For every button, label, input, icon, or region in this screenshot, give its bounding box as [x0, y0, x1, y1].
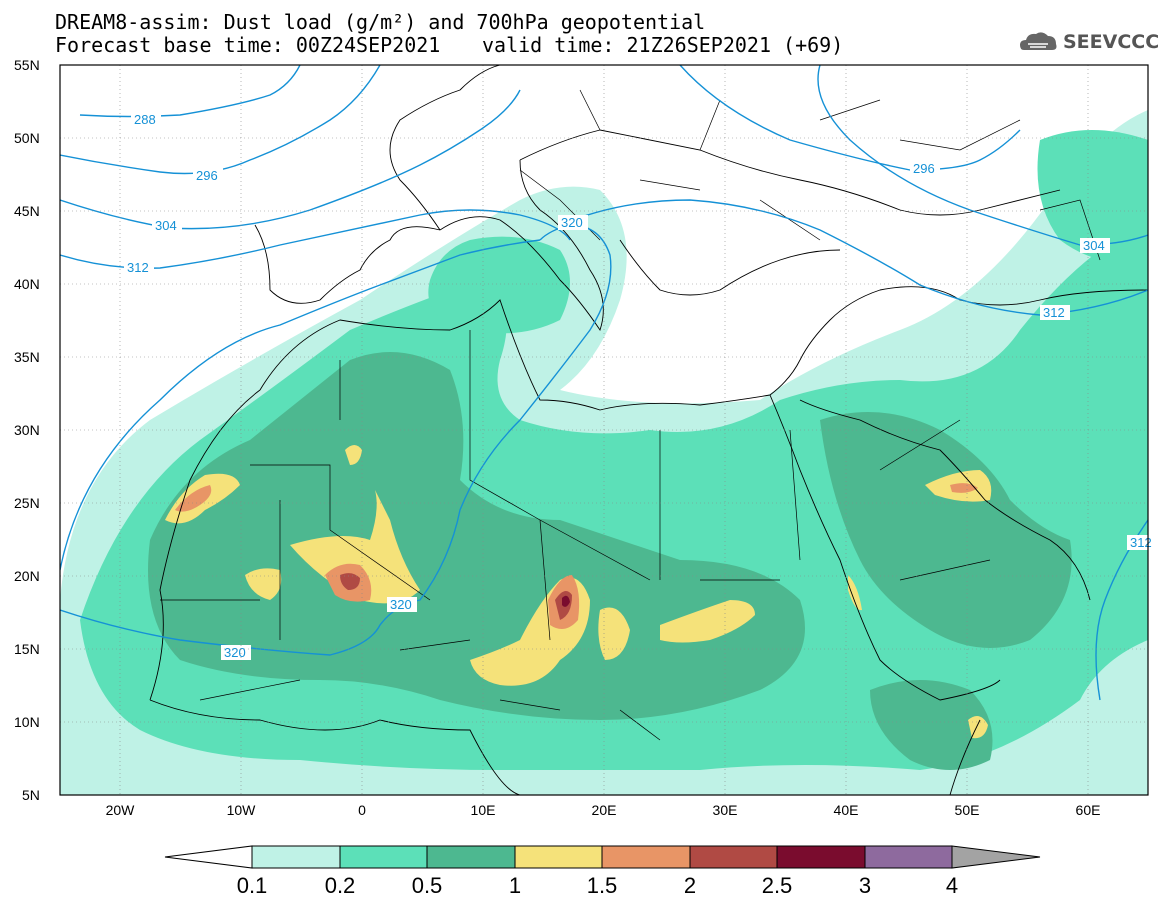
dust-region-1.5	[175, 485, 212, 512]
colorbar-swatch	[426, 845, 516, 869]
lat-label: 50N	[14, 130, 40, 146]
dust-region-2.5	[562, 595, 570, 607]
dust-field	[60, 110, 1148, 795]
colorbar-tick: 4	[946, 873, 958, 898]
logo-text: SEEVCCC	[1063, 31, 1160, 53]
colorbar	[164, 845, 1041, 869]
contour-label: 312	[1130, 535, 1152, 550]
lon-label: 20W	[106, 802, 136, 818]
lon-label: 40E	[834, 802, 859, 818]
colorbar-swatch	[339, 845, 428, 869]
colorbar-tick: 2.5	[762, 873, 793, 898]
lon-label: 10E	[471, 802, 496, 818]
contour-label: 296	[196, 168, 218, 183]
lon-label: 10W	[227, 802, 257, 818]
lon-label: 60E	[1076, 802, 1101, 818]
lat-label: 15N	[14, 641, 40, 657]
dust-region-0.5	[820, 412, 1072, 648]
contour-label: 320	[390, 597, 412, 612]
colorbar-tick: 2	[684, 873, 696, 898]
forecast-base-time: Forecast base time: 00Z24SEP2021	[55, 33, 441, 57]
lat-label: 55N	[14, 57, 40, 73]
colorbar-swatch	[514, 845, 603, 869]
dust-region-1	[660, 600, 755, 643]
dust-region-1.5	[950, 483, 978, 493]
lat-label: 20N	[14, 568, 40, 584]
map-frame	[59, 64, 1149, 796]
contour-label: 304	[1083, 238, 1105, 253]
contour-label: 312	[127, 260, 149, 275]
coastlines	[149, 65, 1148, 795]
lat-label: 5N	[22, 787, 40, 803]
contour-labels: 288 296 304 312 320 320 320 296 304 312 …	[124, 112, 1152, 660]
lat-label: 40N	[14, 276, 40, 292]
colorbar-tick: 0.2	[325, 873, 356, 898]
lat-label: 25N	[14, 495, 40, 511]
valid-time: valid time: 21Z26SEP2021 (+69)	[482, 33, 844, 57]
contour-label: 312	[1043, 305, 1065, 320]
graticule	[60, 65, 1148, 795]
contour-320b	[60, 239, 541, 571]
colorbar-high-arrow	[951, 845, 1041, 869]
dust-region-2	[340, 573, 360, 590]
contour-right-296	[679, 65, 1021, 171]
colorbar-tick: 1.5	[587, 873, 618, 898]
colorbar-swatch	[251, 845, 341, 869]
contour-288	[79, 65, 301, 118]
colorbar-tick: 0.5	[412, 873, 443, 898]
contour-296	[60, 65, 381, 175]
dust-region-0.2	[1037, 130, 1148, 263]
longitude-labels: 20W 10W 0 10E 20E 30E 40E 50E 60E	[106, 802, 1101, 818]
lon-label: 50E	[955, 802, 980, 818]
contour-label: 304	[155, 218, 177, 233]
map-title: DREAM8-assim: Dust load (g/m²) and 700hP…	[55, 10, 706, 34]
dust-region-0.5	[870, 680, 993, 770]
contour-label: 296	[913, 161, 935, 176]
lat-label: 45N	[14, 203, 40, 219]
colorbar-swatch	[776, 845, 866, 869]
contour-label: 320	[224, 645, 246, 660]
lon-label: 30E	[713, 802, 738, 818]
dust-region-0.5	[148, 352, 805, 720]
cloud-icon	[1020, 32, 1057, 50]
lat-label: 10N	[14, 714, 40, 730]
colorbar-tick: 0.1	[237, 873, 268, 898]
dust-region-1	[968, 716, 988, 739]
dust-region-1	[848, 575, 862, 611]
dust-region-0.2	[428, 236, 570, 334]
colorbar-swatch	[689, 845, 778, 869]
colorbar-swatch	[601, 845, 691, 869]
colorbar-tick: 1	[509, 873, 521, 898]
dust-region-1	[598, 607, 630, 660]
colorbar-swatch	[864, 845, 953, 869]
contour-label: 288	[134, 112, 156, 127]
lat-label: 35N	[14, 349, 40, 365]
country-borders	[160, 89, 1101, 741]
dust-region-1	[345, 445, 362, 465]
contour-label: 320	[561, 215, 583, 230]
dust-region-1	[290, 490, 420, 604]
lon-label: 0	[358, 802, 366, 818]
lon-label: 20E	[592, 802, 617, 818]
colorbar-tick: 3	[859, 873, 871, 898]
colorbar-labels: 0.1 0.2 0.5 1 1.5 2 2.5 3 4	[237, 873, 958, 898]
colorbar-low-arrow	[164, 845, 253, 869]
latitude-labels: 55N 50N 45N 40N 35N 30N 25N 20N 15N 10N …	[14, 57, 40, 803]
lat-label: 30N	[14, 422, 40, 438]
